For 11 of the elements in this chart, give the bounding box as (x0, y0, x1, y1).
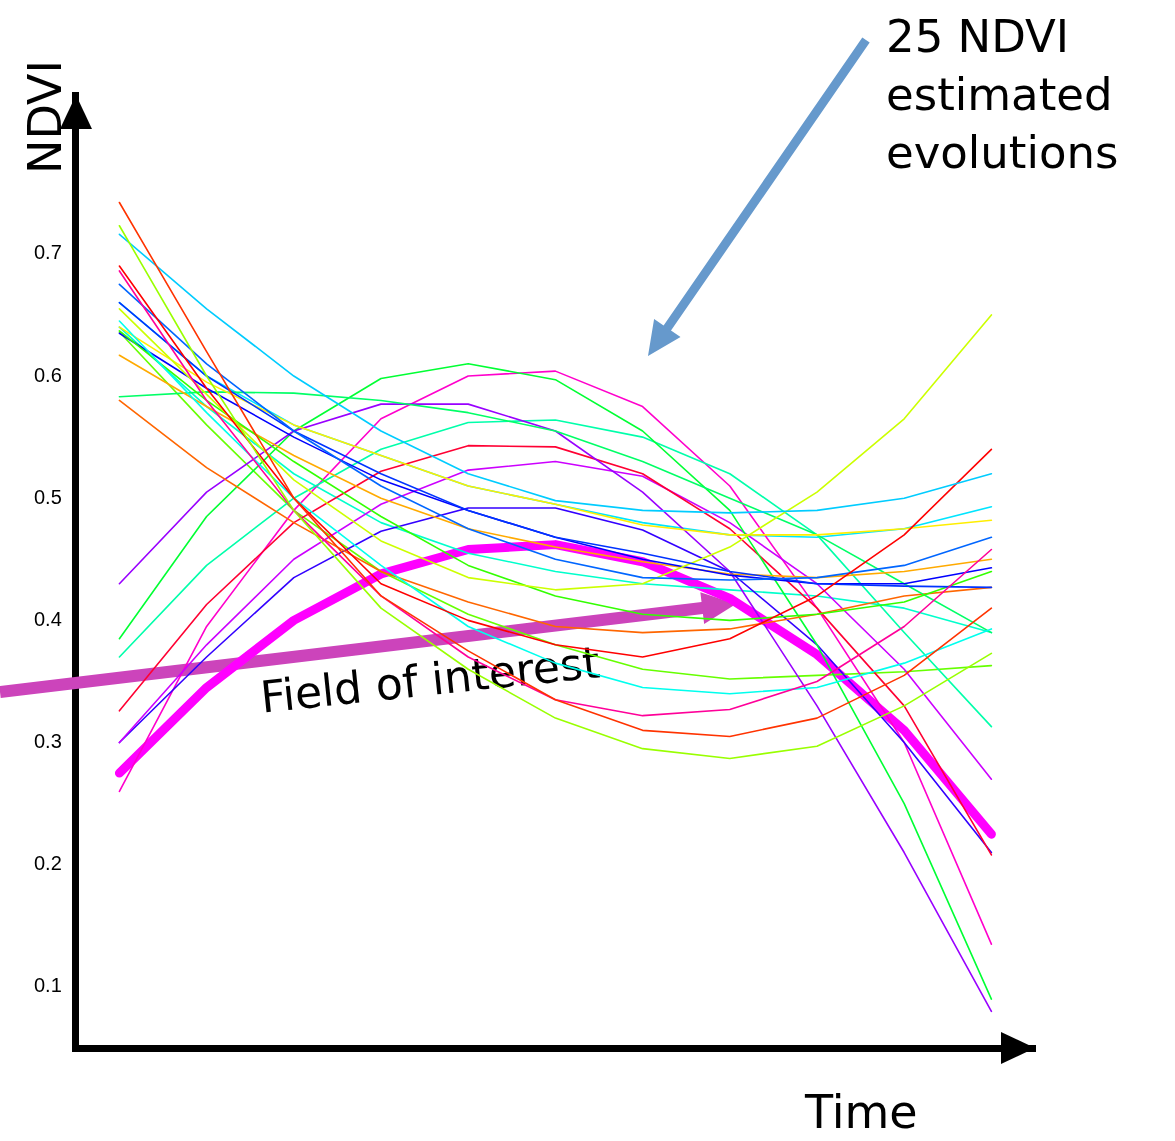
y-tick-label: 0.4 (33, 607, 62, 630)
x-axis-title: Time (805, 1085, 918, 1139)
y-tick-label: 0.3 (33, 730, 62, 753)
y-tick-label: 0.5 (33, 485, 62, 508)
y-tick-label: 0.6 (33, 363, 62, 386)
y-tick-label: 0.2 (33, 852, 62, 875)
y-tick-label: 0.7 (33, 241, 62, 264)
text: Field of interest (258, 636, 603, 723)
annotation: 25 NDVI estimated evolutions (886, 9, 1120, 181)
y-axis-title: NDVI (18, 58, 72, 177)
y-tick-label: 0.1 (33, 974, 62, 997)
